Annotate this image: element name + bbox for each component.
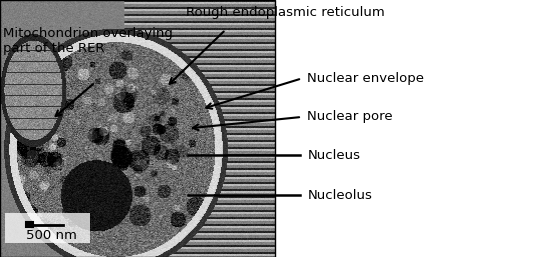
Text: Nucleolus: Nucleolus	[307, 189, 372, 202]
Bar	[5, 213, 90, 243]
Bar	[26, 222, 33, 227]
Text: Mitochondrion overlaying
part of the RER: Mitochondrion overlaying part of the RER	[3, 27, 172, 55]
Text: Nucleus: Nucleus	[307, 149, 360, 162]
Text: 500 nm: 500 nm	[26, 229, 77, 242]
Text: Rough endoplasmic reticulum: Rough endoplasmic reticulum	[186, 6, 385, 20]
Text: Nuclear envelope: Nuclear envelope	[307, 72, 424, 85]
Text: Nuclear pore: Nuclear pore	[307, 111, 393, 123]
Bar	[0, 0, 275, 257]
